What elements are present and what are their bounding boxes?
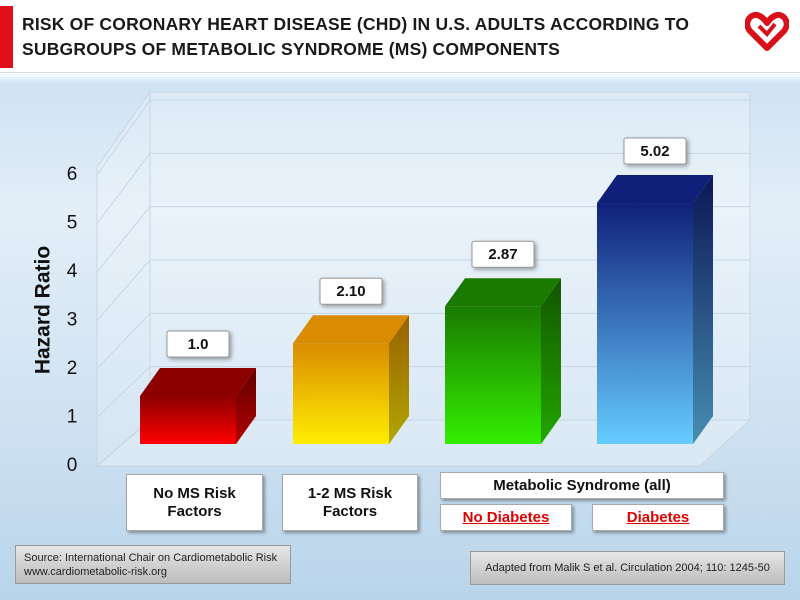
- bar: [140, 396, 236, 444]
- value-label-box: [471, 240, 535, 268]
- y-tick-label: 4: [67, 261, 78, 282]
- header: RISK OF CORONARY HEART DISEASE (CHD) IN …: [0, 0, 800, 73]
- y-tick-label: 1: [67, 407, 78, 428]
- bar-top: [140, 368, 256, 396]
- value-label-box: [623, 137, 687, 165]
- source: Source: International Chair on Cardiomet…: [24, 552, 278, 564]
- y-tick-label: 6: [67, 164, 78, 185]
- category-label-text: No Diabetes: [462, 508, 550, 526]
- category-label-text: No MS Risk Factors: [153, 484, 236, 520]
- website: www.cardiometabolic-risk.org: [24, 566, 168, 578]
- value-label-box: [166, 330, 230, 358]
- title: RISK OF CORONARY HEART DISEASE (CHD) IN …: [22, 14, 690, 59]
- grid-line: [96, 366, 151, 418]
- grid-line: [96, 153, 151, 224]
- bar-side-shade: [236, 368, 256, 444]
- bar-side-shade: [693, 175, 713, 445]
- citation: Adapted from Malik S et al. Circulation …: [485, 562, 770, 574]
- bar: [445, 306, 541, 444]
- grid-line: [96, 259, 151, 321]
- grid-line: [96, 206, 151, 273]
- bar-top: [293, 315, 409, 344]
- bar-side: [541, 278, 561, 444]
- category-label-text: Diabetes: [626, 508, 690, 526]
- citation-box: Adapted from Malik S et al. Circulation …: [470, 551, 785, 585]
- logo: [745, 12, 789, 51]
- category-label: Diabetes: [592, 504, 724, 531]
- y-axis-label: Hazard Ratio: [32, 246, 55, 374]
- bar-top: [445, 278, 561, 307]
- y-tick-label: 2: [67, 358, 78, 379]
- value-label: 2.10: [336, 283, 365, 300]
- y-tick-label: 0: [67, 455, 78, 476]
- bar-side-shade: [541, 278, 561, 444]
- bar-side: [236, 368, 256, 444]
- value-label: 1.0: [188, 336, 209, 353]
- source-box: Source: International Chair on Cardiomet…: [15, 545, 291, 584]
- group-label: Metabolic Syndrome (all): [440, 472, 724, 499]
- y-tick-label: 3: [67, 310, 78, 331]
- category-label-text: 1-2 MS Risk Factors: [307, 484, 393, 520]
- y-tick-label: 5: [67, 213, 78, 234]
- bar: [597, 203, 693, 444]
- accent-bar: [0, 6, 13, 68]
- category-label: 1-2 MS Risk Factors: [282, 474, 418, 531]
- value-label: 5.02: [640, 143, 669, 160]
- grid-line: [96, 99, 151, 176]
- category-label: No MS Risk Factors: [126, 474, 263, 531]
- bar-side: [693, 175, 713, 445]
- grid-line: [96, 312, 151, 370]
- value-label: 2.87: [488, 246, 517, 263]
- category-label: No Diabetes: [440, 504, 572, 531]
- bar: [293, 343, 389, 444]
- bar-top: [597, 175, 713, 204]
- bar-side: [389, 315, 409, 444]
- value-label-box: [319, 277, 383, 305]
- bar-side-shade: [389, 315, 409, 444]
